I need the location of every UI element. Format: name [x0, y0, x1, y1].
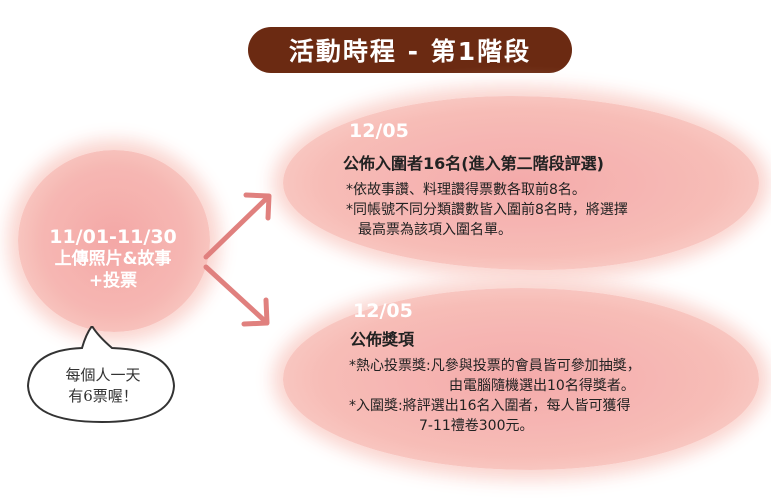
card2-line3: *入圍獎:將評選出16名入圍者，每人皆可獲得	[349, 396, 641, 416]
card2-line1: *熱心投票獎:凡參與投票的會員皆可參加抽獎，	[349, 356, 641, 376]
card1-line2: *同帳號不同分類讚數皆入圍前8名時，將選擇	[346, 200, 628, 220]
card2-body: *熱心投票獎:凡參與投票的會員皆可參加抽獎， 由電腦隨機選出10名得獎者。 *入…	[349, 356, 641, 436]
bubble-line2: 有6票喔！	[40, 386, 166, 407]
phase1-line2: +投票	[28, 270, 198, 292]
card1-date: 12/05	[349, 120, 409, 142]
phase1-line1: 上傳照片&故事	[28, 248, 198, 270]
card2-title: 公佈獎項	[350, 326, 414, 350]
card2-line2: 由電腦隨機選出10名得獎者。	[349, 376, 641, 396]
card2-date: 12/05	[353, 300, 413, 322]
card1-body: *依故事讚、料理讚得票數各取前8名。 *同帳號不同分類讚數皆入圍前8名時，將選擇…	[346, 180, 628, 240]
phase1-text: 11/01-11/30 上傳照片&故事 +投票	[28, 226, 198, 292]
card1-title: 公佈入圍者16名(進入第二階段評選)	[343, 150, 604, 174]
bubble-text: 每個人一天 有6票喔！	[40, 365, 166, 407]
card1-line1: *依故事讚、料理讚得票數各取前8名。	[346, 180, 628, 200]
page-title: 活動時程 - 第1階段	[248, 27, 572, 73]
card2-line4: 7-11禮卷300元。	[349, 416, 641, 436]
branch-arrows-icon	[200, 185, 280, 335]
bubble-line1: 每個人一天	[40, 365, 166, 386]
phase1-date: 11/01-11/30	[28, 226, 198, 248]
card1-line3: 最高票為該項入圍名單。	[346, 220, 628, 240]
